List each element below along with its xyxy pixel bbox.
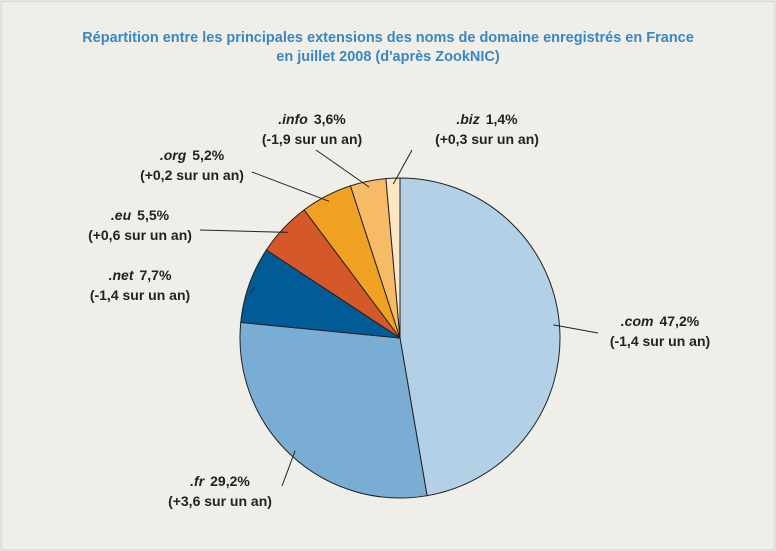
value-label: 3,6%: [314, 111, 346, 127]
slice-label: .fr 29,2%: [190, 473, 250, 489]
value-label: 5,5%: [137, 207, 169, 223]
chart-title: Répartition entre les principales extens…: [82, 30, 694, 46]
slice-label: .org 5,2%: [160, 147, 225, 163]
category-label: .info: [278, 111, 308, 127]
leader-line: [251, 171, 330, 202]
change-label: (+0,6 sur un an): [88, 227, 192, 243]
leader-line: [249, 286, 256, 295]
category-label: .fr: [190, 473, 206, 489]
change-label: (+0,2 sur un an): [140, 167, 244, 183]
pie-slice: [385, 177, 401, 339]
change-label: (+0,3 sur un an): [435, 131, 539, 147]
slice-label: .net 7,7%: [109, 267, 172, 283]
chart-title: en juillet 2008 (d'après ZookNIC): [276, 49, 500, 65]
value-label: 29,2%: [210, 473, 250, 489]
category-label: .org: [160, 147, 187, 163]
value-label: 47,2%: [659, 313, 699, 329]
pie-slice: [399, 177, 561, 497]
leader-line: [392, 149, 413, 185]
slice-label: .eu 5,5%: [111, 207, 170, 223]
leader-line: [315, 149, 370, 188]
slice-label: .info 3,6%: [278, 111, 346, 127]
slice-label: .biz 1,4%: [456, 111, 518, 127]
category-label: .eu: [111, 207, 132, 223]
change-label: (-1,9 sur un an): [262, 131, 362, 147]
change-label: (-1,4 sur un an): [610, 333, 710, 349]
leader-line: [553, 324, 599, 334]
slice-label: .com 47,2%: [621, 313, 700, 329]
category-label: .com: [621, 313, 654, 329]
change-label: (-1,4 sur un an): [90, 287, 190, 303]
category-label: .biz: [456, 111, 479, 127]
value-label: 5,2%: [192, 147, 224, 163]
leader-line: [199, 229, 288, 233]
change-label: (+3,6 sur un an): [168, 493, 272, 509]
value-label: 1,4%: [486, 111, 518, 127]
value-label: 7,7%: [139, 267, 171, 283]
pie-slice: [239, 321, 428, 499]
leader-line: [281, 450, 296, 487]
category-label: .net: [109, 267, 135, 283]
